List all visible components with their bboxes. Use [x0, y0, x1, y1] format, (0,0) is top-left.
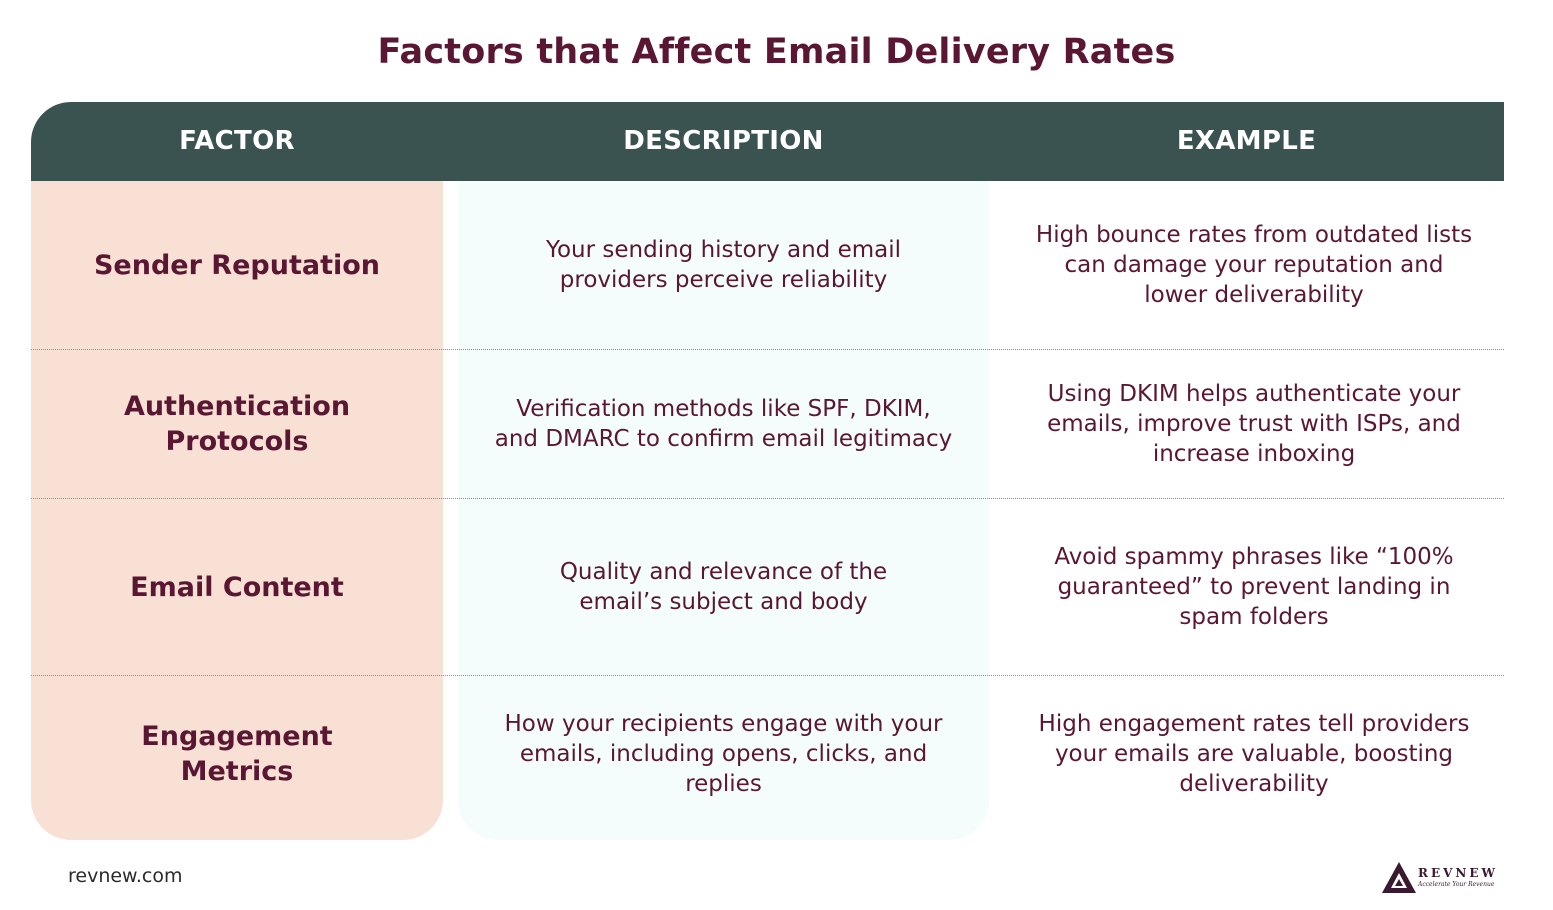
- example-cell: High engagement rates tell providers you…: [1038, 710, 1470, 797]
- page-title: Factors that Affect Email Delivery Rates: [377, 32, 1176, 72]
- description-cell: Verification methods like SPF, DKIM, and…: [494, 396, 953, 452]
- example-cell: High bounce rates from outdated lists ca…: [1035, 222, 1473, 308]
- factor-cell: Authentication Protocols: [123, 391, 351, 457]
- header-description: DESCRIPTION: [623, 126, 824, 156]
- description-cell: Quality and relevance of the email’s sub…: [559, 559, 888, 615]
- factor-cell: Engagement Metrics: [141, 720, 333, 787]
- header-example: EXAMPLE: [1176, 126, 1317, 156]
- description-cell: How your recipients engage with your ema…: [504, 710, 943, 797]
- factor-column-background: [31, 120, 443, 840]
- row-divider: [31, 675, 1504, 676]
- logo-name: REVNEW: [1418, 866, 1499, 880]
- logo-tagline: Accelerate Your Revenue: [1418, 881, 1495, 888]
- header-factor: FACTOR: [179, 126, 295, 156]
- mountain-logo-icon: [1382, 862, 1416, 893]
- description-cell: Your sending history and email providers…: [545, 237, 902, 293]
- row-divider: [31, 498, 1504, 499]
- row-divider: [31, 349, 1504, 350]
- factor-cell: Sender Reputation: [93, 249, 381, 281]
- example-cell: Using DKIM helps authenticate your email…: [1047, 381, 1461, 467]
- description-column-background: [458, 120, 989, 840]
- example-cell: Avoid spammy phrases like “100% guarante…: [1054, 544, 1454, 630]
- factor-cell: Email Content: [130, 571, 344, 603]
- table-header: FACTOR DESCRIPTION EXAMPLE: [31, 102, 1504, 181]
- footer-url: revnew.com: [68, 865, 183, 887]
- revnew-logo: REVNEW Accelerate Your Revenue: [1381, 860, 1506, 894]
